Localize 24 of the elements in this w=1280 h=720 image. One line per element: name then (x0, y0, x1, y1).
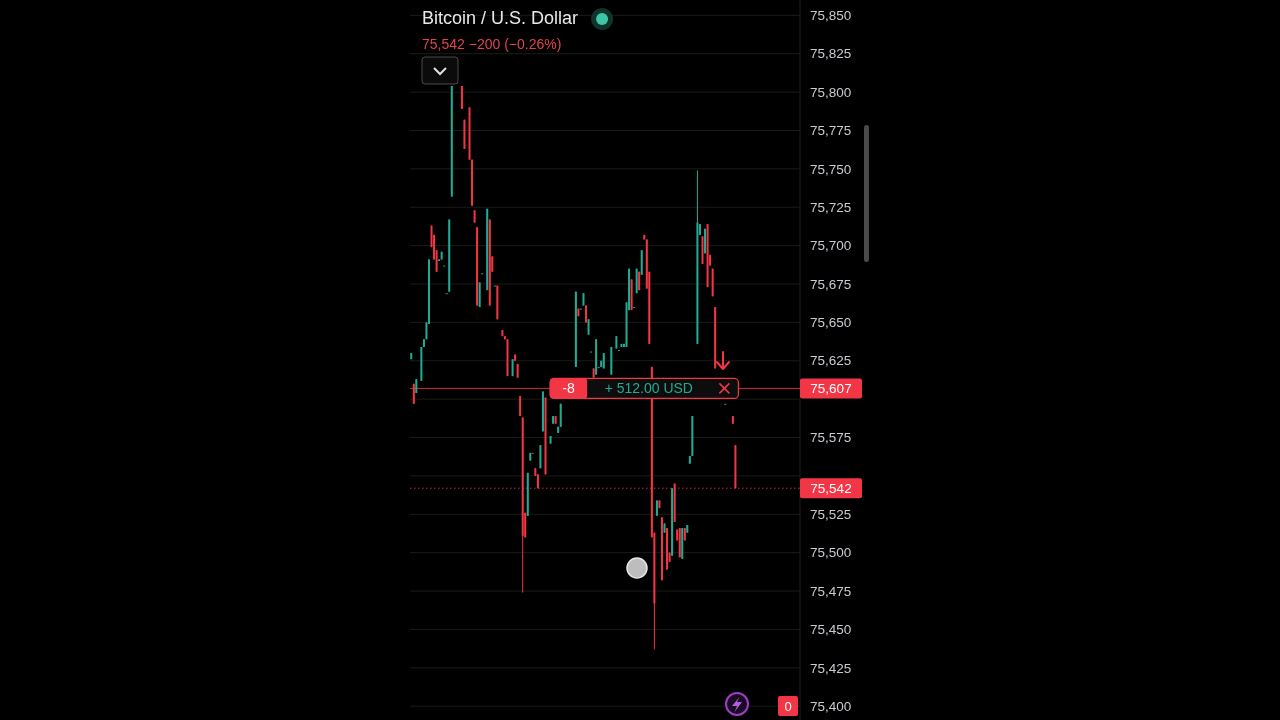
y-tick-label: 75,750 (810, 161, 852, 177)
y-tick-label: 75,650 (810, 315, 852, 331)
annotation: 0 (784, 698, 792, 714)
annotation: -8 (562, 380, 576, 397)
y-tick-label: 75,400 (810, 698, 852, 714)
y-tick-label: 75,850 (810, 8, 852, 24)
y-tick-label: 75,525 (810, 507, 852, 523)
y-tick-label: 75,700 (810, 238, 852, 254)
ref-line-label: 75,542 (810, 480, 852, 496)
text: Bitcoin / U.S. Dollar (422, 8, 579, 29)
y-tick-label: 75,800 (810, 84, 852, 100)
y-tick-label: 75,450 (810, 622, 852, 638)
y-tick-label: 75,825 (810, 46, 852, 62)
y-tick-label: 75,775 (810, 123, 852, 139)
y-tick-label: 75,475 (810, 583, 852, 599)
y-tick-label: 75,625 (810, 353, 852, 369)
candlestick (585, 305, 588, 323)
y-tick-label: 75,675 (810, 276, 852, 292)
y-tick-label: 75,500 (810, 545, 852, 561)
y-tick-label: 75,575 (810, 430, 852, 446)
y-tick-label: 75,725 (810, 199, 852, 215)
y-tick-label: 75,425 (810, 660, 852, 676)
ref-line-label: 75,607 (810, 381, 852, 397)
text: 75,542 −200 (−0.26%) (422, 35, 562, 52)
